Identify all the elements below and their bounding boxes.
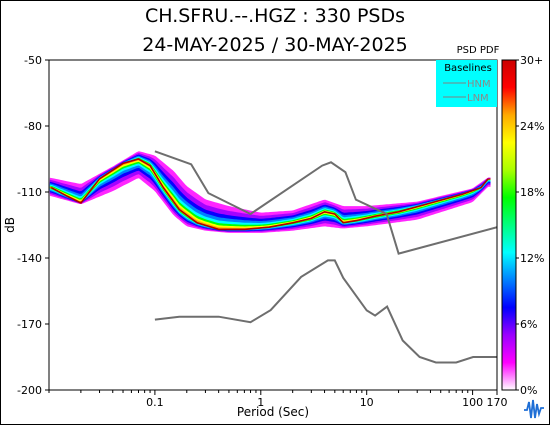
x-tick-label: 100 bbox=[462, 396, 483, 409]
x-axis-label: Period (Sec) bbox=[237, 405, 309, 419]
y-tick-label: -50 bbox=[24, 54, 42, 67]
plot-content bbox=[49, 150, 497, 364]
chart-subtitle: 24-MAY-2025 / 30-MAY-2025 bbox=[142, 34, 408, 56]
legend-entry: LNM bbox=[467, 93, 489, 104]
x-tick-label: 1 bbox=[257, 396, 264, 409]
waveform-logo-icon bbox=[522, 396, 546, 422]
legend-entry: HNM bbox=[467, 79, 491, 90]
colorbar-tick-label: 30+ bbox=[520, 54, 543, 67]
colorbar-tick-label: 18% bbox=[520, 186, 544, 199]
chart-title: CH.SFRU.--.HGZ : 330 PSDs bbox=[144, 5, 405, 27]
hnm-line bbox=[154, 150, 497, 255]
x-tick-label: 170 bbox=[487, 396, 508, 409]
y-tick-label: -80 bbox=[24, 120, 42, 133]
x-tick-label: 10 bbox=[360, 396, 374, 409]
pdf-mode-line bbox=[50, 158, 489, 231]
y-tick-label: -140 bbox=[17, 252, 42, 265]
colorbar bbox=[501, 59, 517, 391]
y-tick-label: -110 bbox=[17, 186, 42, 199]
plot-border bbox=[48, 59, 498, 391]
y-tick-label: -170 bbox=[17, 318, 42, 331]
colorbar-tick-label: 12% bbox=[520, 252, 544, 265]
x-tick-label: 0.1 bbox=[146, 396, 164, 409]
colorbar-tick-label: 0% bbox=[520, 384, 537, 397]
y-axis-label: dB bbox=[3, 217, 17, 233]
colorbar-tick-label: 24% bbox=[520, 120, 544, 133]
y-tick-label: -200 bbox=[17, 384, 42, 397]
pdf-density-layer bbox=[49, 156, 491, 231]
legend-title: Baselines bbox=[444, 63, 492, 74]
colorbar-label: PSD PDF bbox=[457, 45, 500, 56]
colorbar-tick-label: 6% bbox=[520, 318, 537, 331]
lnm-line bbox=[154, 259, 497, 364]
